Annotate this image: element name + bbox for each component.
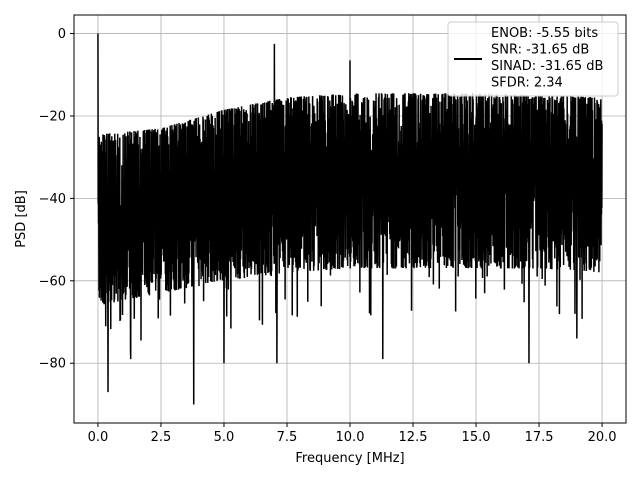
x-axis-title: Frequency [MHz] — [295, 451, 404, 466]
legend: ENOB: -5.55 bits SNR: -31.65 dB SINAD: -… — [447, 21, 619, 97]
y-axis-ticks: 0 −20 −40 −60 −80 — [39, 27, 74, 372]
x-axis-ticks: 0.0 2.5 5.0 7.5 10.0 12.5 15.0 17.5 20.0 — [88, 423, 617, 445]
y-tick-label: −80 — [39, 357, 66, 372]
y-axis-title: PSD [dB] — [14, 190, 29, 248]
legend-sfdr-text: SFDR: 2.34 — [491, 76, 563, 91]
y-tick-label: −40 — [39, 192, 66, 207]
x-tick-label: 12.5 — [399, 430, 428, 445]
x-tick-label: 10.0 — [336, 430, 365, 445]
legend-snr-text: SNR: -31.65 dB — [491, 43, 589, 58]
x-tick-label: 7.5 — [277, 430, 298, 445]
x-tick-label: 2.5 — [151, 430, 172, 445]
x-tick-label: 20.0 — [588, 430, 617, 445]
y-tick-label: −60 — [39, 274, 66, 289]
y-tick-label: 0 — [58, 27, 66, 42]
x-tick-label: 15.0 — [462, 430, 491, 445]
legend-sinad-text: SINAD: -31.65 dB — [491, 59, 603, 74]
x-tick-label: 17.5 — [525, 430, 554, 445]
legend-enob-text: ENOB: -5.55 bits — [491, 26, 598, 41]
x-tick-label: 5.0 — [214, 430, 235, 445]
x-tick-label: 0.0 — [88, 430, 109, 445]
y-tick-label: −20 — [39, 109, 66, 124]
legend-box — [447, 21, 619, 97]
